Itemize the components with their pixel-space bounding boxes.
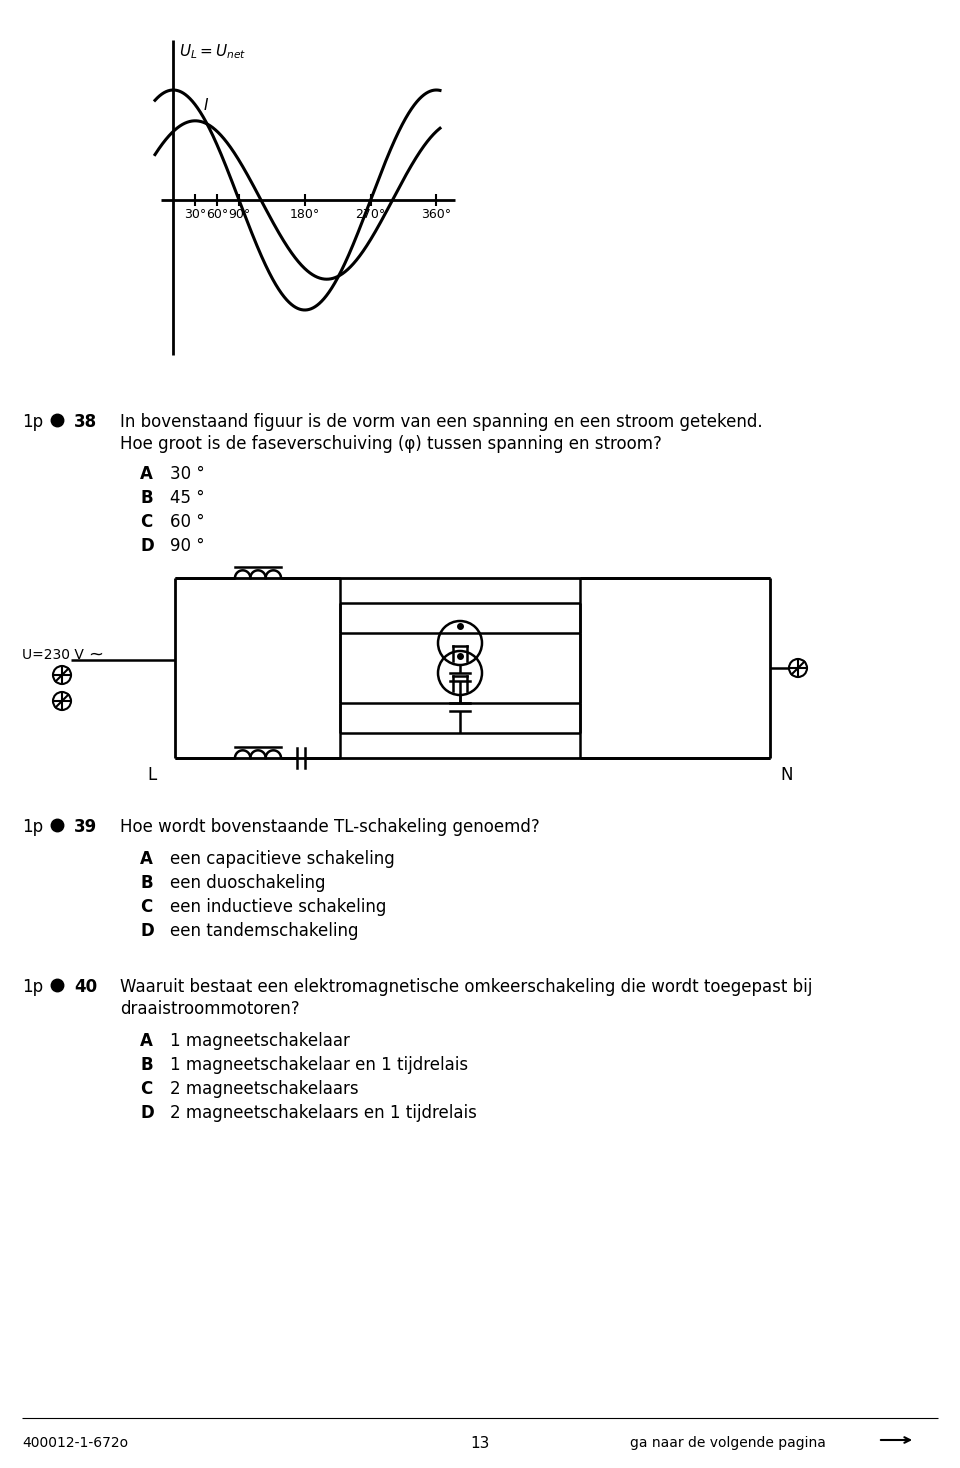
Text: D: D bbox=[140, 537, 154, 555]
Text: 38: 38 bbox=[74, 413, 97, 432]
Text: D: D bbox=[140, 922, 154, 940]
Text: 1p: 1p bbox=[22, 978, 43, 995]
Text: 2 magneetschakelaars en 1 tijdrelais: 2 magneetschakelaars en 1 tijdrelais bbox=[170, 1104, 477, 1122]
Text: 400012-1-672o: 400012-1-672o bbox=[22, 1436, 128, 1450]
Text: U=230 V: U=230 V bbox=[22, 647, 84, 662]
Text: 39: 39 bbox=[74, 818, 97, 835]
Text: 90°: 90° bbox=[228, 208, 251, 222]
Text: B: B bbox=[140, 873, 153, 893]
Text: 30 °: 30 ° bbox=[170, 465, 204, 483]
Text: D: D bbox=[140, 1104, 154, 1122]
Text: Waaruit bestaat een elektromagnetische omkeerschakeling die wordt toegepast bij: Waaruit bestaat een elektromagnetische o… bbox=[120, 978, 812, 995]
Text: 180°: 180° bbox=[290, 208, 320, 222]
Text: 90 °: 90 ° bbox=[170, 537, 204, 555]
Text: $I$: $I$ bbox=[204, 97, 209, 113]
Text: een tandemschakeling: een tandemschakeling bbox=[170, 922, 358, 940]
Text: ~: ~ bbox=[88, 646, 103, 664]
Text: C: C bbox=[140, 512, 153, 531]
Text: 13: 13 bbox=[470, 1436, 490, 1450]
Text: 1 magneetschakelaar: 1 magneetschakelaar bbox=[170, 1032, 349, 1050]
Text: 2 magneetschakelaars: 2 magneetschakelaars bbox=[170, 1080, 359, 1098]
Text: 60°: 60° bbox=[206, 208, 228, 222]
Text: C: C bbox=[140, 1080, 153, 1098]
Text: C: C bbox=[140, 898, 153, 916]
Text: een inductieve schakeling: een inductieve schakeling bbox=[170, 898, 386, 916]
Text: In bovenstaand figuur is de vorm van een spanning en een stroom getekend.: In bovenstaand figuur is de vorm van een… bbox=[120, 413, 762, 432]
Text: 1p: 1p bbox=[22, 413, 43, 432]
Text: A: A bbox=[140, 850, 153, 868]
Text: een duoschakeling: een duoschakeling bbox=[170, 873, 325, 893]
Text: 1p: 1p bbox=[22, 818, 43, 835]
Text: A: A bbox=[140, 1032, 153, 1050]
Text: N: N bbox=[780, 766, 793, 784]
Text: 40: 40 bbox=[74, 978, 97, 995]
Text: B: B bbox=[140, 489, 153, 506]
Text: 360°: 360° bbox=[421, 208, 451, 222]
Text: 30°: 30° bbox=[184, 208, 206, 222]
Text: een capacitieve schakeling: een capacitieve schakeling bbox=[170, 850, 395, 868]
Text: B: B bbox=[140, 1055, 153, 1075]
Text: Hoe groot is de faseverschuiving (φ) tussen spanning en stroom?: Hoe groot is de faseverschuiving (φ) tus… bbox=[120, 435, 661, 454]
Text: L: L bbox=[147, 766, 156, 784]
Text: $U_L = U_{net}$: $U_L = U_{net}$ bbox=[180, 43, 247, 60]
Text: A: A bbox=[140, 465, 153, 483]
Text: ga naar de volgende pagina: ga naar de volgende pagina bbox=[630, 1436, 826, 1450]
Text: Hoe wordt bovenstaande TL-schakeling genoemd?: Hoe wordt bovenstaande TL-schakeling gen… bbox=[120, 818, 540, 835]
Text: 270°: 270° bbox=[355, 208, 386, 222]
Text: 45 °: 45 ° bbox=[170, 489, 204, 506]
Text: 60 °: 60 ° bbox=[170, 512, 204, 531]
Text: draaistroommotoren?: draaistroommotoren? bbox=[120, 1000, 300, 1017]
Text: 1 magneetschakelaar en 1 tijdrelais: 1 magneetschakelaar en 1 tijdrelais bbox=[170, 1055, 468, 1075]
